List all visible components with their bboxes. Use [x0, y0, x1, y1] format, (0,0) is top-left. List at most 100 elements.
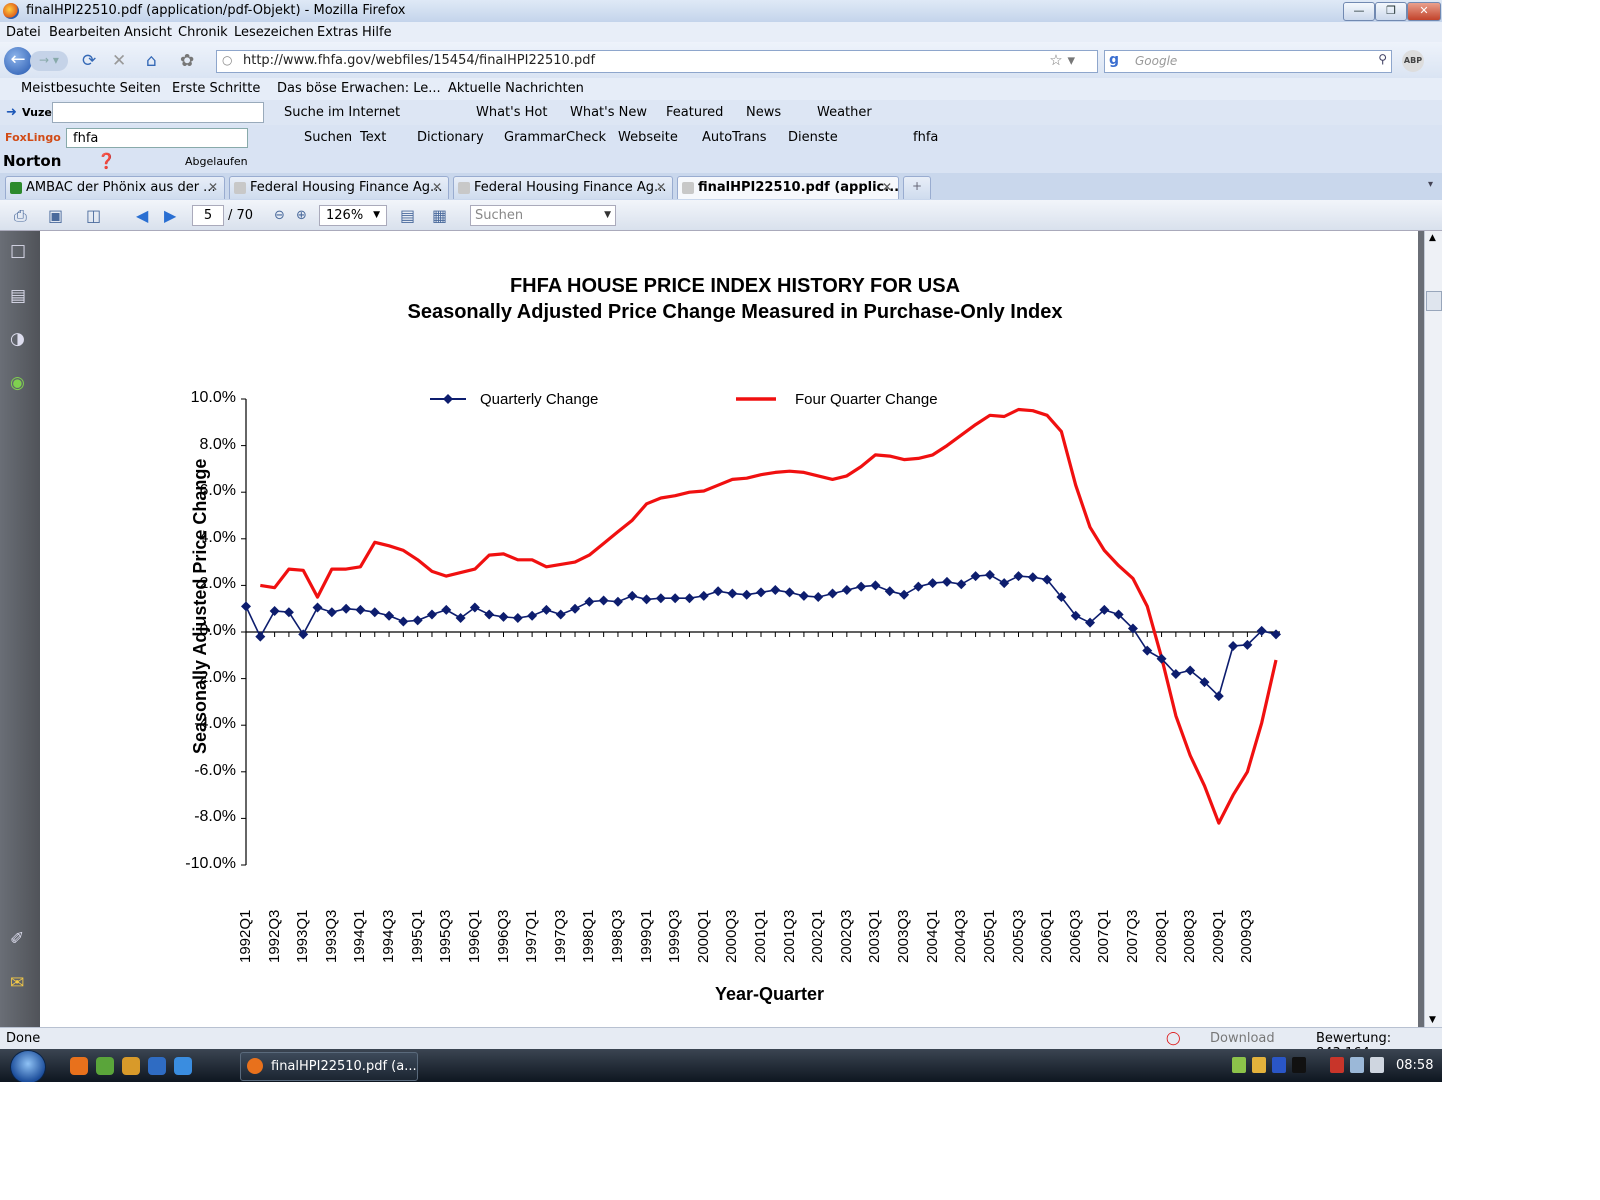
page-number-input[interactable]: 5	[192, 205, 224, 226]
menu-ansicht[interactable]: Ansicht	[124, 25, 173, 40]
status-q-icon[interactable]: ◯	[1166, 1031, 1181, 1046]
fit-page-icon[interactable]: ▤	[400, 206, 416, 225]
menu-chronik[interactable]: Chronik	[178, 25, 228, 40]
ie-quicklaunch-icon[interactable]	[174, 1057, 192, 1075]
foxlingo-autotrans[interactable]: AutoTrans	[702, 130, 767, 145]
close-button[interactable]: ✕	[1407, 2, 1441, 21]
foxlingo-webseite[interactable]: Webseite	[618, 130, 678, 145]
chrome-quicklaunch-icon[interactable]	[96, 1057, 114, 1075]
bookmark-news-article[interactable]: Das böse Erwachen: Le...	[277, 81, 441, 96]
menu-hilfe[interactable]: Hilfe	[362, 25, 392, 40]
minimize-button[interactable]: —	[1343, 2, 1375, 21]
chart-subtitle: Seasonally Adjusted Price Change Measure…	[407, 301, 1063, 323]
next-page-icon[interactable]: ▶	[164, 206, 177, 225]
tab-list-icon[interactable]: ▾	[1428, 179, 1434, 190]
zoom-in-icon[interactable]: ⊕	[296, 208, 307, 223]
pages-icon[interactable]: □	[10, 241, 27, 261]
tray-display-icon[interactable]	[1292, 1057, 1306, 1073]
foxlingo-grammarcheck[interactable]: GrammarCheck	[504, 130, 607, 145]
scroll-up-icon[interactable]: ▲	[1429, 233, 1436, 243]
fit-width-icon[interactable]: ▦	[432, 206, 448, 225]
bookmarks-panel-icon[interactable]: ▤	[10, 286, 27, 306]
tab-close-icon[interactable]: ✕	[655, 180, 666, 194]
vuze-whats-new[interactable]: What's New	[570, 105, 647, 120]
share-icon[interactable]: ◫	[86, 206, 102, 225]
quarterly-point	[1042, 574, 1053, 585]
vuze-search-web[interactable]: Suche im Internet	[284, 105, 401, 120]
stop-icon[interactable]: ✕	[112, 51, 127, 71]
vuze-search-input[interactable]	[52, 102, 264, 123]
firefox-quicklaunch-icon[interactable]	[70, 1057, 88, 1075]
vertical-scrollbar[interactable]: ▲ ▼	[1424, 231, 1442, 1027]
tray-volume-icon[interactable]	[1370, 1057, 1384, 1073]
tab-ambac[interactable]: AMBAC der Phönix aus der ... ✕	[5, 176, 225, 199]
binoculars-icon[interactable]: ◑	[10, 329, 25, 349]
adblock-icon[interactable]: ABP	[1402, 50, 1424, 72]
foxlingo-input[interactable]: fhfa	[66, 128, 248, 148]
foxlingo-fhfa[interactable]: fhfa	[913, 130, 939, 145]
url-bar[interactable]: ○ http://www.fhfa.gov/webfiles/15454/fin…	[216, 50, 1098, 73]
scroll-down-icon[interactable]: ▼	[1429, 1015, 1436, 1025]
x-tick-label: 1994Q3	[380, 909, 398, 963]
help-circle-icon[interactable]: ◉	[10, 373, 25, 393]
maximize-button[interactable]: ❐	[1375, 2, 1407, 21]
save-icon[interactable]: ▣	[48, 206, 64, 225]
print-icon[interactable]: ⎙	[14, 206, 27, 225]
vuze-weather[interactable]: Weather	[817, 105, 872, 120]
new-tab-button[interactable]: +	[903, 176, 931, 199]
foxlingo-suchen[interactable]: Suchen	[304, 130, 353, 145]
vuze-featured[interactable]: Featured	[666, 105, 724, 120]
tray-app-icon[interactable]	[1252, 1057, 1266, 1073]
start-button[interactable]	[10, 1050, 46, 1082]
quarterly-point	[384, 610, 395, 621]
tab-pdf-active[interactable]: finalHPI22510.pdf (applic... ✕	[677, 176, 899, 199]
previous-page-icon[interactable]: ◀	[136, 206, 149, 225]
tray-bluetooth-icon[interactable]	[1272, 1057, 1286, 1073]
addon-icon[interactable]: ✿	[180, 51, 195, 71]
bookmark-first-steps[interactable]: Erste Schritte	[172, 81, 261, 96]
menu-lesezeichen[interactable]: Lesezeichen	[234, 25, 314, 40]
zoom-select[interactable]: 126% ▼	[319, 205, 387, 226]
zoom-out-icon[interactable]: ⊖	[274, 208, 285, 223]
tab-close-icon[interactable]: ✕	[431, 180, 442, 194]
menu-datei[interactable]: Datei	[6, 25, 41, 40]
vuze-whats-hot[interactable]: What's Hot	[476, 105, 548, 120]
scrollbar-thumb[interactable]	[1426, 291, 1442, 311]
tray-security-icon[interactable]	[1330, 1057, 1344, 1073]
bookmark-current-news[interactable]: Aktuelle Nachrichten	[448, 81, 584, 96]
reload-icon[interactable]: ⟳	[82, 51, 97, 71]
menu-bearbeiten[interactable]: Bearbeiten	[49, 25, 121, 40]
web-search-input[interactable]: g Google ⚲	[1104, 50, 1392, 73]
norton-label[interactable]: Norton	[3, 152, 62, 170]
tab-close-icon[interactable]: ✕	[881, 180, 892, 194]
back-button[interactable]: ←	[4, 47, 32, 75]
y-tick-label: -6.0%	[194, 761, 236, 779]
norton-expired[interactable]: Abgelaufen	[185, 155, 248, 168]
comments-icon[interactable]: ✉	[10, 973, 25, 993]
foxlingo-text[interactable]: Text	[360, 130, 387, 145]
tray-monitor-icon[interactable]	[1350, 1057, 1364, 1073]
tray-network-icon[interactable]	[1232, 1057, 1246, 1073]
bookmark-most-visited[interactable]: Meistbesuchte Seiten	[21, 81, 161, 96]
status-download[interactable]: Download	[1210, 1031, 1275, 1046]
menu-extras[interactable]: Extras	[317, 25, 359, 40]
pdf-search-input[interactable]: Suchen ▼	[470, 205, 616, 226]
y-tick-label: -4.0%	[194, 715, 236, 733]
forward-button[interactable]: → ▾	[30, 51, 68, 71]
attachment-icon[interactable]: ✐	[10, 929, 25, 949]
taskbar-firefox-task[interactable]: finalHPI22510.pdf (a...	[240, 1052, 418, 1081]
foxlingo-dienste[interactable]: Dienste	[788, 130, 838, 145]
pdf-side-panel: □ ▤ ◑ ◉ ✐ ✉	[0, 231, 40, 1027]
help-icon[interactable]: ❓	[97, 152, 116, 170]
tab-close-icon[interactable]: ✕	[207, 180, 218, 194]
tab-fhfa-2[interactable]: Federal Housing Finance Ag... ✕	[453, 176, 673, 199]
desktop-quicklaunch-icon[interactable]	[148, 1057, 166, 1075]
foxlingo-dictionary[interactable]: Dictionary	[417, 130, 484, 145]
bookmark-star-icon[interactable]: ☆ ▾	[1049, 51, 1075, 69]
search-icon[interactable]: ⚲	[1378, 52, 1387, 66]
media-quicklaunch-icon[interactable]	[122, 1057, 140, 1075]
vuze-news[interactable]: News	[746, 105, 782, 120]
quarterly-point	[956, 579, 967, 590]
home-icon[interactable]: ⌂	[146, 51, 157, 71]
tab-fhfa-1[interactable]: Federal Housing Finance Ag... ✕	[229, 176, 449, 199]
